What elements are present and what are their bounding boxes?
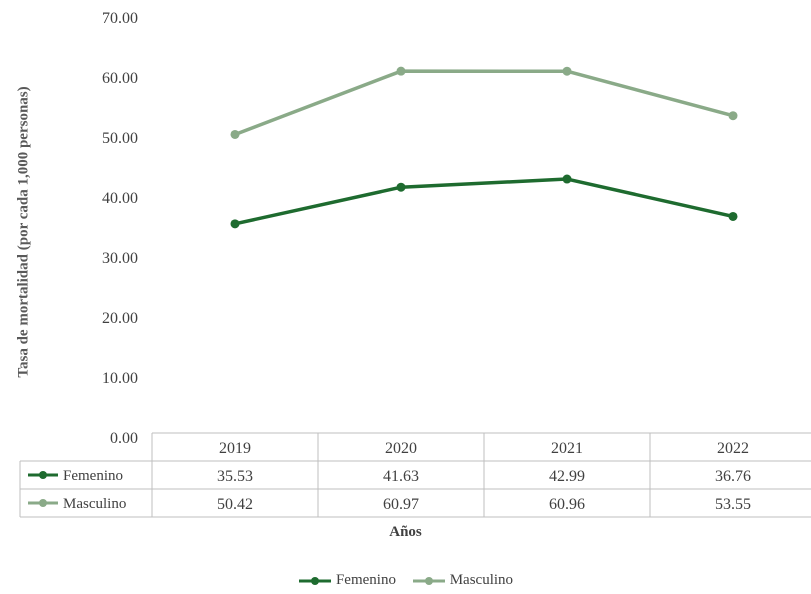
data-point-masculino	[396, 66, 406, 76]
y-tick-label: 50.00	[102, 130, 138, 147]
y-tick-label: 40.00	[102, 190, 138, 207]
table-value-femenino: 35.53	[217, 468, 253, 485]
x-category-label: 2022	[717, 440, 749, 457]
data-point-femenino	[562, 174, 572, 184]
table-value-femenino: 36.76	[715, 468, 751, 485]
y-tick-label: 20.00	[102, 310, 138, 327]
y-tick-label: 70.00	[102, 10, 138, 27]
table-legend-key-marker-femenino	[39, 471, 47, 479]
x-axis-title: Años	[389, 524, 422, 540]
table-legend-key-marker-masculino	[39, 499, 47, 507]
data-point-masculino	[728, 111, 738, 121]
legend: Femenino Masculino	[0, 572, 811, 591]
x-category-label: 2019	[219, 440, 251, 457]
series-line-masculino	[233, 69, 735, 137]
table-series-label-femenino: Femenino	[63, 468, 123, 484]
legend-swatch-femenino	[298, 576, 331, 585]
table-value-masculino: 50.42	[217, 496, 253, 513]
legend-label-masculino: Masculino	[449, 572, 514, 588]
legend-item-masculino: Masculino	[412, 572, 513, 589]
x-category-label: 2021	[551, 440, 583, 457]
y-tick-label: 10.00	[102, 370, 138, 387]
table-series-label-masculino: Masculino	[63, 496, 126, 512]
table-value-femenino: 41.63	[383, 468, 419, 485]
table-value-masculino: 53.55	[715, 496, 751, 513]
table-value-masculino: 60.96	[549, 496, 585, 513]
y-axis-title: Tasa de mortalidad (por cada 1,000 perso…	[15, 86, 32, 378]
x-category-label: 2020	[385, 440, 417, 457]
y-tick-label: 0.00	[110, 430, 138, 447]
data-point-masculino	[562, 66, 572, 76]
series-lines	[230, 66, 738, 229]
data-table: 2019 2020 2021 2022 Femenino 35.53 41.63 42.99 3…	[19, 432, 811, 518]
table-value-masculino: 60.97	[383, 496, 419, 513]
series-line-femenino	[233, 177, 735, 226]
data-point-femenino	[396, 182, 406, 192]
y-tick-label: 60.00	[102, 70, 138, 87]
legend-item-femenino: Femenino	[298, 572, 396, 589]
y-axis: 0.00 10.00 20.00 30.00 40.00 50.00 60.00 70.00	[102, 10, 138, 447]
y-tick-label: 30.00	[102, 250, 138, 267]
table-value-femenino: 42.99	[549, 468, 585, 485]
legend-swatch-masculino	[412, 576, 445, 585]
y-axis-title-container: Tasa de mortalidad (por cada 1,000 perso…	[12, 52, 36, 412]
data-point-femenino	[230, 219, 240, 229]
legend-label-femenino: Femenino	[335, 572, 396, 588]
data-point-masculino	[230, 129, 240, 139]
data-point-femenino	[728, 211, 738, 221]
